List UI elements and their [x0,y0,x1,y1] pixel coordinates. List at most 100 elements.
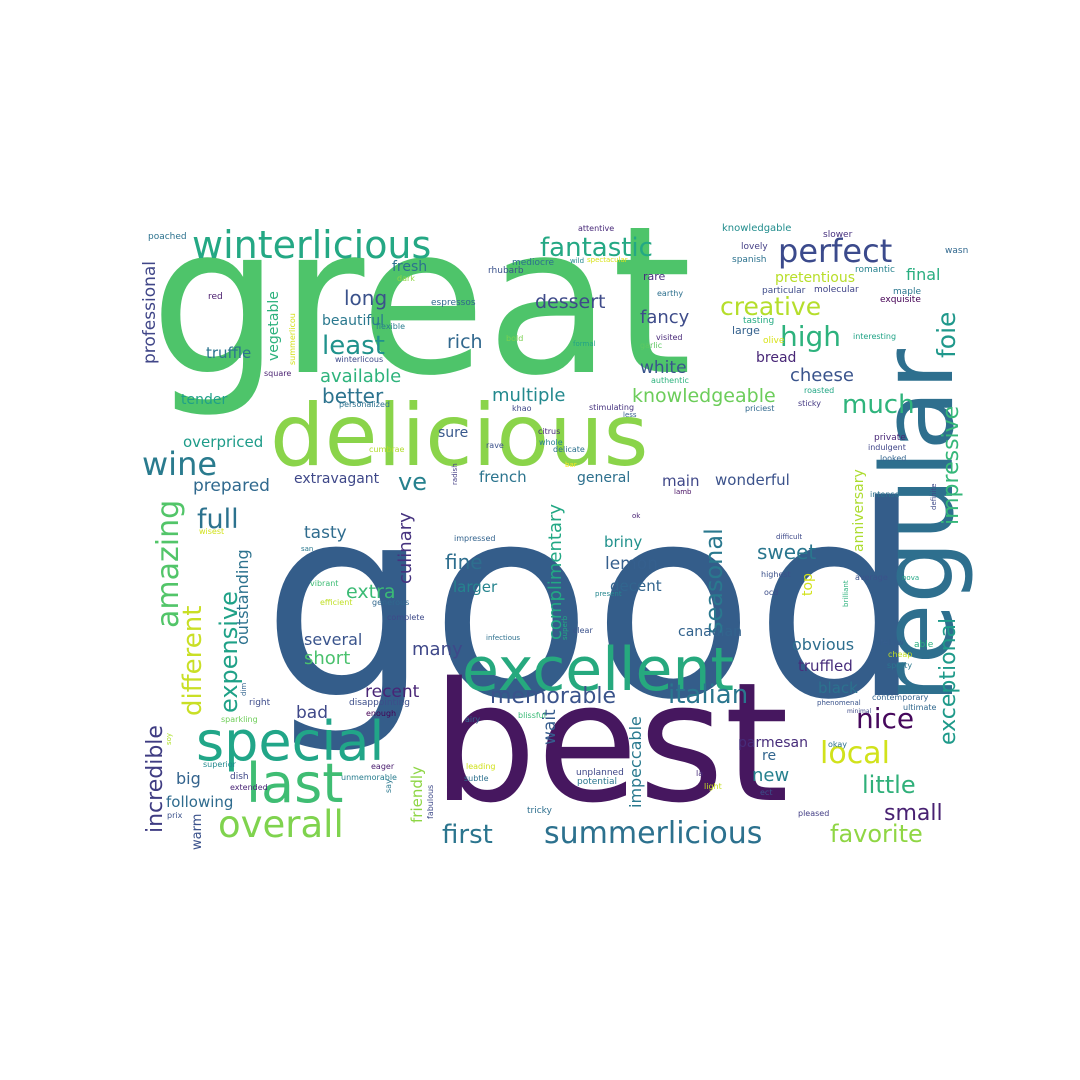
word-warm: warm [190,814,205,850]
word-knowledgable: knowledgable [722,223,791,234]
word-briny: briny [604,533,642,551]
word-impressed: impressed [454,534,495,543]
word-best: best [432,647,789,839]
word-wasn: wasn [945,246,968,256]
word-full: full [197,504,239,535]
word-multiple: multiple [492,385,566,406]
word-outstanding: outstanding [233,549,252,645]
word-clear: clear [573,626,593,635]
word-flexible: flexible [376,322,405,331]
word-subtle: subtle [464,774,489,783]
word-khao: khao [512,404,532,413]
word-sticky: sticky [798,399,821,408]
word-big: big [176,769,201,788]
word-final: final [906,265,940,284]
word-long: long [344,286,387,310]
word-molecular: molecular [814,285,859,295]
word-wait: wait [540,709,560,745]
word-winterlicous: winterlicous [335,355,383,364]
word-professional: professional [140,261,160,364]
word-present: present [595,590,622,598]
word-bread: bread [756,350,796,366]
word-soy: soy [165,733,173,745]
word-summerlicou: summerlicou [288,313,297,365]
word-tasting: tasting [743,316,774,326]
word-amazing: amazing [151,500,186,628]
word-cheap: cheap [888,650,912,659]
word-fancy: fancy [640,307,690,328]
word-black: black [818,679,858,697]
word-cheese: cheese [790,365,854,386]
word-exceptional: exceptional [936,618,961,745]
word-tricky: tricky [527,806,553,816]
word-mediocre: mediocre [512,258,554,268]
word-pretentious: pretentious [775,270,855,286]
word-radish: radish [451,463,459,485]
word-wonderful: wonderful [715,471,790,489]
word-high: high [780,320,841,353]
word-disappointing: disappointing [349,698,410,708]
word-impressive: impressive [939,406,964,525]
word-tasty: tasty [304,523,347,543]
word-parmesan: parmesan [738,735,808,751]
word-beautiful: beautiful [322,313,384,329]
word-prepared: prepared [193,476,270,496]
word-private: private [874,433,906,443]
word-good: good [262,450,923,758]
word-personalized: personalized [339,400,390,409]
word-contemporary: contemporary [872,693,929,702]
word-pleased: pleased [798,809,829,818]
word-ocd: ocd [764,588,778,597]
word-tender: tender [181,392,227,408]
word-unplanned: unplanned [576,768,624,778]
word-new: new [752,765,789,786]
word-expensive: expensive [215,591,243,713]
word-espressos: espressos [431,298,476,308]
word-italian: italian [668,680,748,710]
word-vibrant: vibrant [310,579,338,588]
word-better: better [322,384,384,408]
words-layer: good great best delicious regular excellent sp… [140,183,976,851]
word-nova: nova [902,574,919,582]
word-last: last [246,752,343,815]
word-spectacular: spectacular [587,256,628,264]
word-rave: rave [486,441,504,450]
word-bar: bar [565,461,577,469]
word-extra: extra [346,581,396,603]
word-main: main [662,472,699,490]
word-bold: bold [506,334,523,343]
word-favorite: favorite [830,820,923,848]
word-decent: decent [610,577,662,595]
word-indulgent: indulgent [868,443,906,452]
word-following: following [166,793,233,811]
word-wisest: wisest [199,527,224,536]
word-culinary: culinary [395,512,416,584]
word-priciest: priciest [745,404,774,413]
word-ultimate: ultimate [903,703,936,712]
word-particular: particular [762,286,806,296]
word-fantastic: fantastic [540,233,653,263]
word-incredible: incredible [143,725,168,833]
word-overall: overall [218,803,344,846]
word-canadian: canadian [678,624,742,640]
word-leading: leading [466,762,496,771]
word-right: right [249,698,271,708]
word-cumbrae: cumbrae [369,445,405,454]
word-infectious: infectious [486,634,520,642]
word-red: red [208,292,223,302]
word-winterlicious: winterlicious [192,223,431,267]
word-say: say [384,779,393,793]
word-poached: poached [148,232,187,242]
word-maple: maple [893,287,921,297]
word-extravagant: extravagant [294,471,380,487]
word-much: much [842,390,915,420]
word-impeccable: impeccable [626,716,645,808]
word-less: less [623,411,637,419]
word-white: white [640,358,687,378]
word-excellent: excellent [462,635,734,705]
word-brilliant: brilliant [842,580,850,607]
word-spotty: spotty [887,661,912,670]
word-rare: rare [643,270,666,283]
word-superb: superb [561,615,569,640]
word-romantic: romantic [855,265,895,275]
